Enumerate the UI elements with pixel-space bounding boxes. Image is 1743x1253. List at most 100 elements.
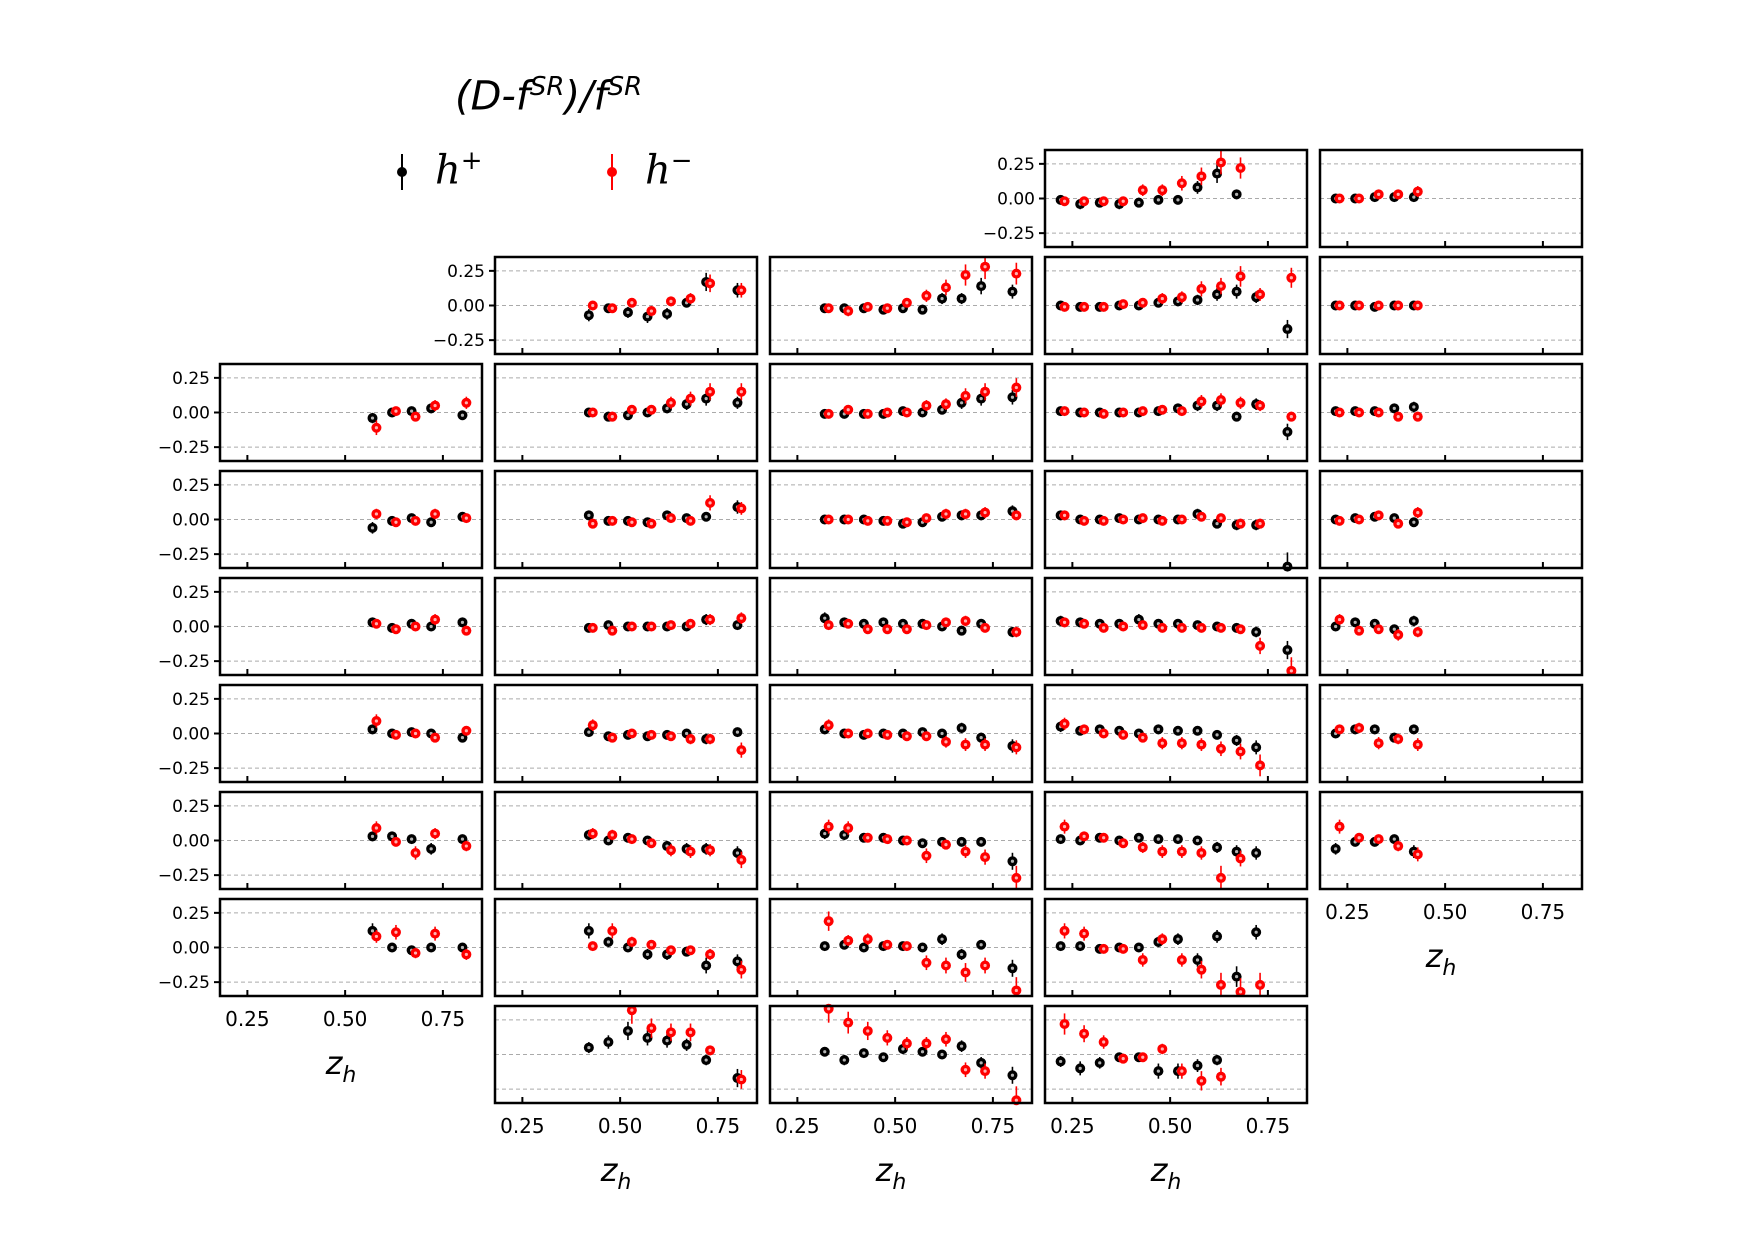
panel-r1-c3-point-center-hminus bbox=[1199, 287, 1204, 291]
panel-r8-c3-point-center-hplus bbox=[1098, 1061, 1102, 1065]
panel-r7-c0-point-center-hplus bbox=[390, 945, 394, 950]
panel-r8-c2-xtick-label: 0.50 bbox=[873, 1114, 918, 1138]
panel-r4-c1-point-center-hplus bbox=[735, 623, 740, 627]
panel-r5-c0-point-center-hplus bbox=[370, 727, 375, 731]
panel-r6-c4-xtick-label: 0.50 bbox=[1423, 900, 1468, 924]
panel-r1-c2-point-center-hplus bbox=[979, 284, 983, 288]
panel-r6-c3-point-center-hminus bbox=[1180, 849, 1184, 854]
panel-r7-c0-xaxis-label: zh bbox=[325, 1044, 357, 1088]
panel-r1-c1-ytick-label: 0.25 bbox=[447, 262, 485, 282]
panel-r2-c2-point-center-hminus bbox=[885, 410, 889, 415]
panel-r5-c0-point-center-hminus bbox=[374, 719, 379, 723]
panel-r0-c4-point-center-hplus bbox=[1412, 195, 1416, 199]
panel-r7-c2-point-center-hplus bbox=[823, 944, 827, 948]
panel-r8-c3-frame bbox=[1043, 1004, 1309, 1105]
legend-label-hplus: h+ bbox=[435, 146, 483, 194]
panel-r5-c3-point-center-hminus bbox=[1180, 741, 1184, 745]
panel-r8-c2-point-center-hplus bbox=[1010, 1073, 1015, 1077]
panel-r7-c3-point-center-hplus bbox=[1059, 944, 1063, 948]
panel-r8-c2-xaxis-label: zh bbox=[875, 1151, 907, 1195]
panel-r8-c2-point-center-hplus bbox=[881, 1055, 886, 1059]
panel-r2-c2-point-center-hminus bbox=[827, 412, 831, 416]
panel-r6-c0-ytick-label: −0.25 bbox=[158, 866, 210, 886]
panel-r5-c2-point-center-hplus bbox=[940, 731, 944, 736]
panel-r7-c3-point-center-hminus bbox=[1102, 947, 1106, 951]
panel-r5-c3-point-center-hminus bbox=[1082, 727, 1086, 731]
panel-r8-c1-point-center-hplus bbox=[626, 1029, 630, 1033]
panel-r8-c3-point-center-hplus bbox=[1215, 1058, 1219, 1062]
panel-r6-c0-point-center-hplus bbox=[429, 847, 433, 851]
panel-r0-c4-point-center-hminus bbox=[1396, 192, 1400, 196]
panel-r6-c3-point-center-hminus bbox=[1238, 856, 1243, 861]
panel-r4-c1-point-center-hplus bbox=[606, 623, 611, 627]
panel-r3-c2-point-center-hminus bbox=[924, 516, 929, 520]
xaxis-label-sub: h bbox=[617, 1170, 631, 1195]
panel-r5-c0-ytick-label: 0.25 bbox=[172, 690, 210, 710]
xaxis-label-sub: h bbox=[1167, 1170, 1181, 1195]
panel-r3-c2-point-center-hminus bbox=[983, 510, 987, 515]
panel-r2-c3-point-center-hplus bbox=[1235, 415, 1239, 419]
panel-r1-c2-point-center-hminus bbox=[944, 285, 948, 290]
panel-r3-c3-point-center-hminus bbox=[1082, 519, 1086, 523]
panel-r1-c1-point-center-hminus bbox=[688, 296, 693, 301]
panel-r3-c1-point-center-hminus bbox=[708, 501, 712, 505]
panel-r6-c3-point-center-hplus bbox=[1195, 838, 1200, 843]
panel-r8-c2-point-center-hplus bbox=[979, 1061, 983, 1065]
panel-r0-c3-point-center-hminus bbox=[1102, 199, 1106, 203]
panel-r0-c3-point-center-hminus bbox=[1238, 166, 1243, 170]
panel-r8-c3-point-center-hplus bbox=[1195, 1063, 1200, 1068]
panel-r8-c2-point-center-hplus bbox=[842, 1058, 846, 1062]
panel-r0-c4-point-center-hminus bbox=[1357, 196, 1361, 201]
panel-r2-c0-ytick-label: 0.00 bbox=[172, 404, 210, 424]
panel-r6-c1-point-center-hminus bbox=[669, 848, 673, 852]
panel-r3-c1-point-center-hminus bbox=[649, 522, 654, 526]
panel-r4-c4-point-center-hminus bbox=[1377, 627, 1381, 631]
panel-r3-c3-point-center-hminus bbox=[1160, 519, 1164, 523]
panel-r2-c2-point-center-hminus bbox=[846, 408, 850, 412]
panel-r1-c2-point-center-hminus bbox=[885, 306, 889, 310]
panel-r3-c3-point-center-hminus bbox=[1062, 513, 1067, 517]
panel-r2-c1-point-center-hplus bbox=[665, 406, 669, 410]
panel-r7-c3-point-center-hminus bbox=[1199, 968, 1204, 972]
panel-r8-c2-point-center-hplus bbox=[862, 1051, 866, 1055]
panel-r8-c1-point-center-hplus bbox=[704, 1058, 708, 1062]
panel-r2-c1-frame bbox=[493, 362, 759, 463]
panel-r7-c3-point-center-hplus bbox=[1235, 975, 1239, 979]
panel-r4-c0-point-center-hplus bbox=[460, 620, 465, 624]
panel-r7-c1-point-center-hminus bbox=[688, 948, 693, 952]
panel-r8-c1-point-center-hplus bbox=[665, 1039, 669, 1043]
panel-r5-c3-point-center-hminus bbox=[1102, 731, 1106, 736]
panel-r3-c3-frame bbox=[1043, 469, 1309, 570]
panel-r6-c3-point-center-hminus bbox=[1160, 849, 1164, 854]
panel-r2-c2-point-center-hplus bbox=[940, 408, 944, 412]
panel-r0-c3-point-center-hminus bbox=[1141, 188, 1145, 192]
panel-r4-c2-point-center-hminus bbox=[963, 619, 968, 623]
panel-r6-c3-point-center-hminus bbox=[1219, 876, 1223, 880]
panel-r7-c1-point-center-hminus bbox=[649, 943, 654, 947]
panel-r5-c2-point-center-hminus bbox=[963, 742, 968, 747]
panel-r5-c4-point-center-hminus bbox=[1396, 737, 1400, 741]
panel-r4-c4-point-center-hplus bbox=[1412, 619, 1416, 623]
panel-r6-c3-point-center-hminus bbox=[1062, 825, 1067, 829]
panel-r2-c2-point-center-hminus bbox=[963, 394, 968, 398]
panel-r6-c2-point-center-hminus bbox=[924, 854, 929, 858]
panel-r4-c4-point-center-hplus bbox=[1392, 627, 1396, 631]
panel-r6-c3-point-center-hplus bbox=[1176, 837, 1180, 841]
panel-r5-c3-point-center-hplus bbox=[1156, 727, 1161, 731]
panel-r4-c2-point-center-hplus bbox=[862, 622, 866, 626]
xaxis-label-base: z bbox=[600, 1151, 619, 1189]
panel-r2-c4-frame bbox=[1318, 362, 1584, 463]
panel-r6-c4-xtick-label: 0.25 bbox=[1325, 900, 1370, 924]
panel-r3-c2-frame bbox=[768, 469, 1034, 570]
panel-r8-c2-point-center-hplus bbox=[823, 1050, 827, 1054]
panel-r2-c1-point-center-hminus bbox=[591, 410, 595, 415]
panel-r6-c2-point-center-hminus bbox=[963, 849, 968, 854]
panel-r8-c1-xaxis-label: zh bbox=[600, 1151, 632, 1195]
panel-r5-c0-ytick-label: 0.00 bbox=[172, 725, 210, 745]
panel-r0-c3-point-center-hplus bbox=[1195, 185, 1200, 190]
panel-r5-c3-point-center-hplus bbox=[1195, 729, 1200, 733]
panel-r8-c3-point-center-hminus bbox=[1180, 1069, 1184, 1073]
panel-r5-c2-point-center-hminus bbox=[866, 731, 870, 736]
panel-r8-c1-point-center-hminus bbox=[669, 1030, 673, 1034]
panel-r6-c1-point-center-hminus bbox=[591, 831, 595, 836]
